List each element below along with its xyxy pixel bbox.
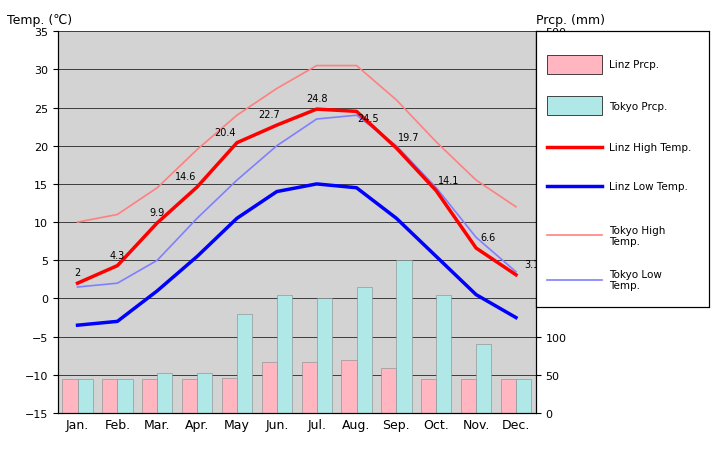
Text: Temp. (℃): Temp. (℃) <box>7 14 72 27</box>
Text: 14.6: 14.6 <box>174 172 196 181</box>
Bar <box>102 380 117 413</box>
Bar <box>237 314 252 413</box>
Bar <box>397 261 412 413</box>
Bar <box>421 380 436 413</box>
Bar <box>197 374 212 413</box>
Text: Prcp. (mm): Prcp. (mm) <box>536 14 606 27</box>
Bar <box>501 379 516 413</box>
Text: 6.6: 6.6 <box>480 232 495 242</box>
Text: 20.4: 20.4 <box>215 127 235 137</box>
Text: Tokyo Low
Temp.: Tokyo Low Temp. <box>609 269 662 291</box>
Bar <box>63 379 78 413</box>
Bar <box>222 378 237 413</box>
Bar <box>276 295 292 413</box>
Bar <box>182 380 197 413</box>
Bar <box>302 362 317 413</box>
Text: Linz Prcp.: Linz Prcp. <box>609 60 659 70</box>
Text: Tokyo Prcp.: Tokyo Prcp. <box>609 101 667 112</box>
Text: 14.1: 14.1 <box>438 175 459 185</box>
Bar <box>546 56 602 75</box>
Bar <box>317 299 332 413</box>
Bar <box>461 379 476 413</box>
Bar <box>356 287 372 413</box>
Bar <box>78 380 93 413</box>
Text: 3.1: 3.1 <box>524 259 539 269</box>
Bar <box>341 360 356 413</box>
Bar <box>142 380 157 413</box>
Bar <box>382 368 397 413</box>
Bar <box>436 295 451 413</box>
Bar <box>261 362 276 413</box>
Text: Linz High Temp.: Linz High Temp. <box>609 143 691 153</box>
Text: 4.3: 4.3 <box>109 250 125 260</box>
Text: Tokyo High
Temp.: Tokyo High Temp. <box>609 225 665 246</box>
Bar <box>516 380 531 413</box>
Bar <box>476 345 491 413</box>
Bar <box>157 374 172 413</box>
Text: 19.7: 19.7 <box>397 133 419 143</box>
Text: 24.5: 24.5 <box>358 113 379 123</box>
Text: 24.8: 24.8 <box>306 94 328 104</box>
Bar <box>546 97 602 116</box>
Text: Linz Low Temp.: Linz Low Temp. <box>609 181 688 191</box>
Text: 22.7: 22.7 <box>258 110 280 120</box>
Bar <box>117 380 132 413</box>
Text: 9.9: 9.9 <box>150 207 165 217</box>
Text: 2: 2 <box>74 268 81 278</box>
